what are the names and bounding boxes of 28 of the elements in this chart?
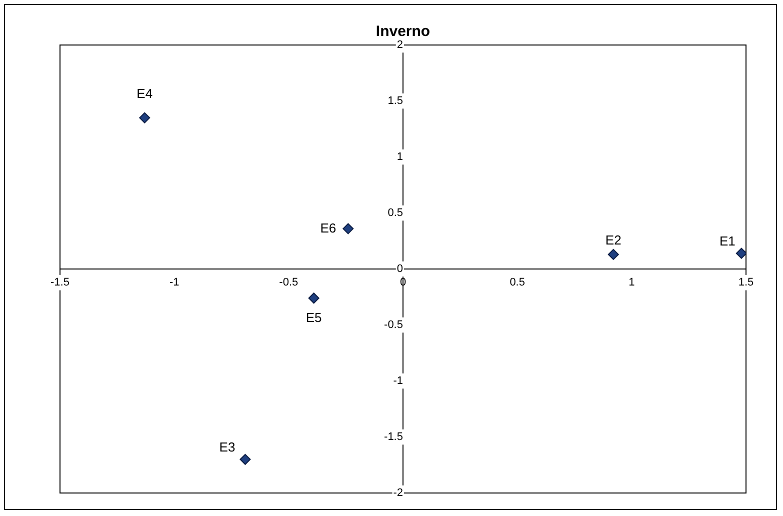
y-tick-label: 0.5 bbox=[388, 207, 403, 220]
y-tick-label: 0 bbox=[396, 263, 403, 276]
annotation: E1 bbox=[719, 233, 736, 248]
annotation: E4 bbox=[136, 86, 153, 101]
y-tick-label: 1.5 bbox=[388, 95, 403, 108]
y-tick-label: -0.5 bbox=[384, 319, 403, 332]
annotation: E3 bbox=[219, 439, 236, 454]
y-tick-label: 2 bbox=[396, 39, 403, 52]
chart-title: Inverno bbox=[376, 23, 430, 40]
x-tick-label: -0.5 bbox=[279, 276, 298, 289]
point bbox=[308, 292, 320, 304]
x-tick-label: -1 bbox=[169, 276, 180, 289]
annotation: E2 bbox=[605, 232, 622, 248]
point bbox=[342, 223, 354, 234]
point bbox=[736, 248, 746, 259]
x-tick-label: 1.5 bbox=[738, 276, 754, 289]
y-tick-label: 1 bbox=[396, 151, 403, 164]
annotation: E5 bbox=[306, 310, 322, 326]
y-tick-label: -1.5 bbox=[384, 431, 403, 444]
point bbox=[240, 454, 251, 465]
x-tick-label: 0.5 bbox=[510, 276, 525, 289]
y-tick-label: -1 bbox=[393, 375, 403, 388]
annotation: E6 bbox=[320, 220, 336, 236]
x-tick-label: 1 bbox=[628, 276, 635, 289]
x-tick-label: -1.5 bbox=[50, 276, 70, 289]
point bbox=[139, 112, 150, 124]
point bbox=[608, 248, 619, 260]
y-tick-label: -2 bbox=[393, 487, 403, 500]
